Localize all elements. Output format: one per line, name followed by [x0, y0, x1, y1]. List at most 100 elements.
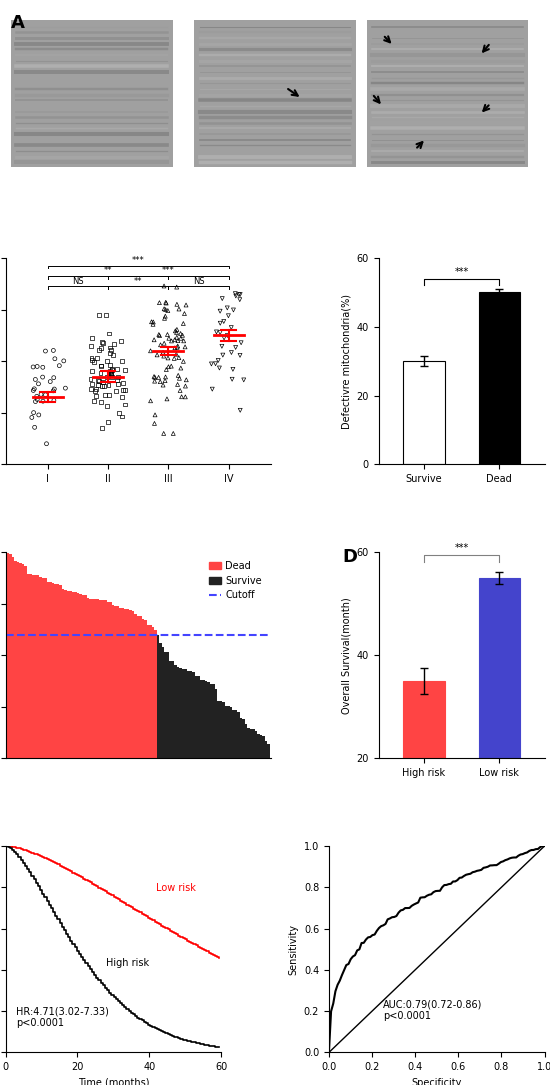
- Point: [155, 294, 164, 311]
- High risk: [210, 1039, 216, 1052]
- Bar: [22, 564, 24, 758]
- Point: [160, 309, 169, 327]
- Bar: [234, 711, 237, 758]
- Point: [215, 359, 224, 376]
- Point: [121, 382, 130, 399]
- Bar: [478, 578, 520, 861]
- Bar: [7, 553, 9, 758]
- Text: High risk: High risk: [106, 958, 149, 968]
- Bar: [14, 561, 16, 758]
- Bar: [107, 602, 109, 758]
- Point: [106, 362, 114, 380]
- Text: Low risk: Low risk: [156, 883, 196, 893]
- Bar: [129, 611, 132, 758]
- Low risk: [2, 840, 9, 853]
- Point: [164, 330, 173, 347]
- Bar: [9, 553, 12, 758]
- Point: [90, 392, 98, 409]
- Bar: [145, 621, 147, 758]
- Bar: [265, 741, 267, 758]
- Point: [172, 279, 181, 296]
- Bar: [137, 615, 140, 758]
- Bar: [262, 737, 265, 758]
- Bar: [39, 577, 42, 758]
- Point: [228, 371, 236, 388]
- Bar: [164, 652, 167, 758]
- Point: [41, 386, 50, 404]
- Point: [87, 380, 96, 397]
- Point: [113, 360, 122, 378]
- High risk: [2, 840, 9, 853]
- Point: [50, 369, 58, 386]
- Point: [119, 381, 128, 398]
- Point: [154, 369, 163, 386]
- Y-axis label: Defectivre mitochondria(%): Defectivre mitochondria(%): [341, 294, 351, 429]
- Point: [218, 346, 227, 363]
- Point: [164, 358, 173, 375]
- High risk: [201, 1038, 207, 1051]
- Text: ***: ***: [454, 267, 469, 277]
- Point: [148, 316, 157, 333]
- Point: [110, 335, 119, 353]
- Point: [174, 301, 183, 318]
- Point: [118, 388, 127, 406]
- Point: [49, 342, 58, 359]
- Bar: [403, 681, 444, 861]
- Point: [174, 349, 183, 367]
- Point: [50, 392, 58, 409]
- Bar: [222, 702, 224, 758]
- Point: [160, 424, 168, 442]
- Bar: [32, 575, 34, 758]
- Point: [216, 303, 224, 320]
- Bar: [117, 607, 119, 758]
- Low risk: [112, 890, 119, 903]
- Point: [94, 376, 102, 394]
- Point: [98, 419, 107, 436]
- Point: [121, 361, 130, 379]
- Bar: [200, 679, 202, 758]
- Bar: [79, 593, 82, 758]
- Point: [211, 355, 220, 372]
- Bar: [167, 652, 169, 758]
- Bar: [127, 610, 129, 758]
- Bar: [229, 707, 232, 758]
- Point: [162, 361, 170, 379]
- Point: [96, 357, 105, 374]
- Bar: [192, 672, 195, 758]
- Point: [216, 315, 224, 332]
- Point: [114, 405, 123, 422]
- Bar: [202, 679, 205, 758]
- Bar: [224, 706, 227, 758]
- Bar: [82, 595, 84, 758]
- Bar: [37, 575, 39, 758]
- Point: [150, 414, 159, 432]
- Point: [227, 344, 236, 361]
- Point: [31, 393, 40, 410]
- Bar: [54, 584, 57, 758]
- Point: [176, 324, 185, 342]
- Point: [107, 360, 116, 378]
- Point: [94, 371, 102, 388]
- Point: [117, 408, 126, 425]
- Point: [167, 332, 176, 349]
- X-axis label: Specificity: Specificity: [411, 1077, 462, 1085]
- Point: [99, 373, 108, 391]
- Point: [117, 352, 126, 369]
- Point: [227, 319, 236, 336]
- Bar: [242, 718, 245, 758]
- Bar: [122, 609, 124, 758]
- Bar: [97, 599, 100, 758]
- Text: ***: ***: [162, 266, 175, 276]
- Point: [218, 290, 227, 307]
- Point: [55, 357, 64, 374]
- Point: [224, 307, 233, 324]
- Point: [231, 339, 240, 356]
- Point: [179, 315, 188, 332]
- Point: [235, 291, 244, 308]
- Point: [29, 404, 38, 421]
- Point: [151, 406, 160, 423]
- Point: [33, 358, 42, 375]
- Point: [119, 374, 128, 392]
- Point: [236, 401, 245, 419]
- Bar: [232, 710, 234, 758]
